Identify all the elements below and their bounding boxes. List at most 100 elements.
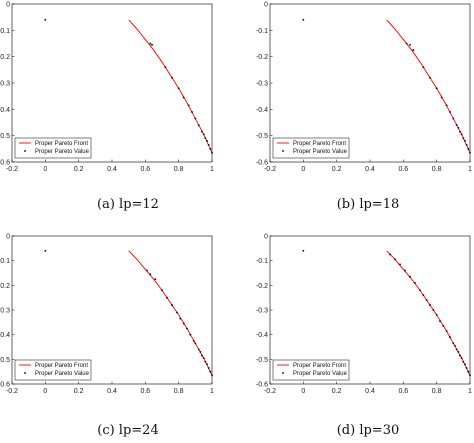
- x-tick-label: 1: [468, 166, 472, 173]
- legend-entry: Proper Pareto Value: [35, 149, 90, 155]
- pareto-value-point: [187, 104, 190, 107]
- y-tick-label: -0.1: [256, 258, 268, 265]
- pareto-value-point: [197, 348, 200, 351]
- pareto-value-point: [161, 289, 163, 292]
- x-tick-label: 0.8: [174, 388, 184, 395]
- chart-panel-1: -0.2 0 0.2 0.4 0.6 0.8 1 0 -0.1 -0.2 -0.3 -0.4 -0.5 -…: [0, 2, 214, 213]
- pareto-value-point: [146, 269, 148, 272]
- x-tick-label: 1: [210, 166, 214, 173]
- subfigure-caption: (b) lp=18: [337, 197, 400, 212]
- subfigure-caption: (a) lp=12: [97, 197, 159, 212]
- pareto-value-point: [394, 258, 396, 261]
- y-tick-label: -0.2: [256, 54, 268, 61]
- y-tick-label: -0.3: [0, 81, 10, 88]
- pareto-value-point: [454, 344, 456, 347]
- legend-entry: Proper Pareto Front: [35, 363, 88, 369]
- x-tick-label: 0: [43, 166, 47, 173]
- x-tick-label: 0.8: [432, 166, 442, 173]
- pareto-value-point: [389, 253, 391, 256]
- y-tick-label: -0.1: [256, 28, 268, 35]
- pareto-value-point: [425, 299, 428, 302]
- pareto-value-point: [207, 143, 210, 146]
- pareto-value-point: [445, 104, 448, 107]
- pareto-value-point: [171, 76, 173, 79]
- x-tick-label: 0.4: [107, 388, 117, 395]
- y-tick-label: -0.4: [256, 107, 268, 114]
- pareto-value-point: [209, 147, 212, 150]
- subfigure-caption: (d) lp=30: [337, 423, 400, 438]
- pareto-value-point: [166, 296, 168, 299]
- y-tick-label: -0.5: [256, 357, 268, 364]
- pareto-value-point: [182, 322, 185, 325]
- pareto-value-point: [449, 336, 451, 339]
- legend-entry: Proper Pareto Front: [35, 141, 88, 147]
- pareto-value-point: [432, 309, 435, 311]
- y-tick-label: -0.4: [0, 107, 10, 114]
- pareto-value-point: [422, 66, 425, 69]
- pareto-value-point: [457, 126, 460, 129]
- x-tick-label: -0.2: [264, 388, 276, 395]
- pareto-value-point: [211, 151, 213, 154]
- pareto-value-point: [469, 151, 471, 154]
- x-tick-label: -0.2: [6, 166, 18, 173]
- y-tick-label: -0.3: [0, 308, 10, 315]
- pareto-value-point: [199, 351, 202, 353]
- y-tick-label: -0.6: [0, 160, 10, 167]
- pareto-value-point: [44, 18, 47, 21]
- chart-panel-2: -0.2 0 0.2 0.4 0.6 0.8 1 0 -0.1 -0.2 -0.3 -0.4 -0.5 -…: [256, 2, 472, 213]
- x-tick-label: 0.2: [332, 388, 342, 395]
- y-tick-label: -0.6: [256, 382, 268, 389]
- pareto-value-point: [439, 320, 441, 322]
- pareto-value-point: [405, 42, 408, 45]
- legend-point-swatch: [24, 372, 26, 374]
- pareto-value-point: [201, 130, 203, 133]
- pareto-value-point: [440, 96, 443, 99]
- pareto-value-point: [164, 66, 167, 69]
- pareto-value-point: [464, 363, 466, 366]
- x-tick-label: 0.6: [398, 388, 408, 395]
- y-tick-label: -0.2: [256, 283, 268, 290]
- subfigure-caption: (c) lp=24: [97, 423, 158, 438]
- pareto-value-point: [191, 111, 193, 113]
- legend-entry: Proper Pareto Front: [293, 141, 346, 147]
- pareto-value-point: [412, 49, 415, 51]
- pareto-value-point: [457, 351, 460, 353]
- pareto-value-point: [211, 374, 213, 377]
- x-tick-label: 0.8: [174, 166, 184, 173]
- pareto-value-point: [149, 273, 152, 276]
- legend-box: [272, 137, 350, 159]
- pareto-value-point: [209, 370, 212, 373]
- x-tick-label: 1: [210, 388, 214, 395]
- pareto-value-point: [462, 360, 465, 363]
- y-tick-label: 0: [6, 234, 10, 241]
- pareto-value-point: [467, 370, 470, 373]
- pareto-value-point: [194, 117, 197, 120]
- pareto-value-point: [207, 367, 210, 369]
- pareto-value-point: [452, 342, 455, 345]
- pareto-value-point: [459, 130, 461, 133]
- legend-box: [14, 137, 92, 159]
- pareto-value-point: [459, 354, 461, 357]
- x-tick-label: 0.6: [398, 166, 408, 173]
- pareto-value-point: [182, 96, 185, 99]
- pareto-front-line: [386, 250, 471, 376]
- pareto-value-point: [192, 339, 195, 342]
- pareto-value-point: [149, 42, 152, 45]
- chart-panel-4: -0.2 0 0.2 0.4 0.6 0.8 1 0 -0.1 -0.2 -0.3 -0.4 -0.5 -…: [256, 234, 472, 439]
- pareto-value-point: [202, 357, 205, 359]
- y-tick-label: -0.3: [256, 308, 268, 315]
- pareto-value-point: [469, 374, 471, 377]
- x-tick-label: 0.2: [74, 166, 84, 173]
- pareto-value-point: [445, 330, 448, 332]
- pareto-value-point: [202, 133, 205, 136]
- pareto-value-point: [442, 325, 445, 327]
- pareto-value-point: [422, 294, 425, 297]
- pareto-value-point: [44, 249, 47, 252]
- y-tick-label: -0.5: [0, 357, 10, 364]
- y-tick-label: -0.3: [256, 81, 268, 88]
- chart-panel-3: -0.2 0 0.2 0.4 0.6 0.8 1 0 -0.1 -0.2 -0.3 -0.4 -0.5 -…: [0, 234, 214, 439]
- pareto-value-point: [460, 133, 463, 136]
- pareto-value-point: [197, 124, 200, 127]
- x-tick-label: 0.6: [140, 166, 150, 173]
